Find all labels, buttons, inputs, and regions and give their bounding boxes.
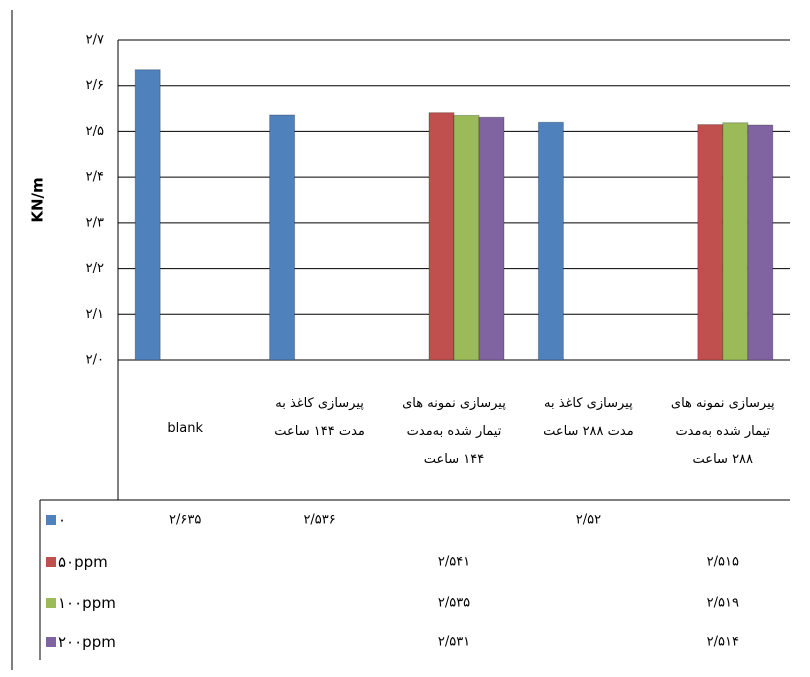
table-value: ۲/۵۱۹	[706, 595, 739, 611]
x-tick-label: پیرسازی کاغذ به مدت ۱۴۴ ساعت	[274, 396, 365, 439]
bar	[134, 69, 161, 361]
legend-label: ۱۰۰ppm	[58, 594, 116, 612]
table-value: ۲/۵۳۵	[437, 595, 471, 611]
y-tick-label: ۲/۵	[86, 124, 104, 139]
table-value: ۲/۵۲	[575, 512, 602, 528]
y-tick-label: ۲/۴	[86, 170, 104, 185]
y-axis-label: KN/m	[29, 177, 47, 222]
legend-swatch	[46, 637, 56, 647]
y-tick-label: ۲/۲	[86, 261, 104, 276]
y-tick-label: ۲/۶	[86, 78, 104, 93]
bar	[722, 122, 749, 361]
legend-label: ۰	[58, 511, 67, 529]
table-value: ۲/۵۱۴	[706, 634, 739, 650]
x-tick-label: پیرسازی کاغذ به مدت ۲۸۸ ساعت	[543, 396, 634, 439]
table-value: ۲/۶۳۵	[169, 512, 202, 528]
y-tick-label: ۲/۳	[86, 215, 104, 230]
bar	[747, 124, 774, 361]
bar	[537, 121, 564, 361]
bar	[428, 112, 455, 361]
x-tick-label: پیرسازی نمونه های تیمار شده به‌مدت ۱۴۴ س…	[402, 396, 506, 467]
y-tick-label: ۲/۱	[86, 307, 104, 322]
bar	[697, 124, 724, 361]
table-value: ۲/۵۳۶	[303, 512, 336, 528]
legend-swatch	[46, 557, 56, 567]
bar	[478, 116, 505, 361]
bar	[269, 114, 296, 361]
table-value: ۲/۵۴۱	[437, 554, 471, 570]
x-tick-label: blank	[167, 421, 203, 436]
y-tick-label: ۲/۰	[86, 353, 104, 368]
table-value: ۲/۵۳۱	[437, 634, 471, 650]
x-tick-label: پیرسازی نمونه های تیمار شده به‌مدت ۲۸۸ س…	[670, 396, 775, 467]
legend-swatch	[46, 515, 56, 525]
bar	[453, 114, 480, 361]
legend-label: ۵۰ppm	[58, 553, 108, 571]
y-tick-label: ۲/۷	[86, 33, 104, 48]
table-value: ۲/۵۱۵	[706, 554, 739, 570]
legend-swatch	[46, 598, 56, 608]
legend-label: ۲۰۰ppm	[58, 633, 116, 651]
